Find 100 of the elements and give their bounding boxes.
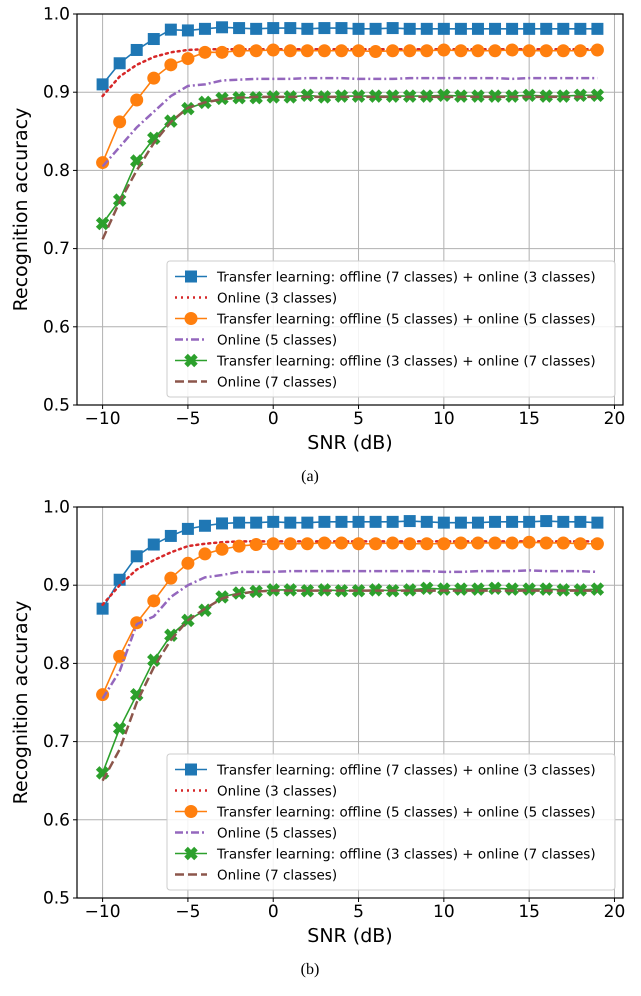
legend-label: Online (7 classes) <box>217 868 338 884</box>
y-tick-label: 0.8 <box>42 654 70 674</box>
x-tick-label: 10 <box>433 902 455 922</box>
point <box>420 44 434 58</box>
point <box>284 516 296 529</box>
point <box>318 90 332 104</box>
point <box>233 516 246 529</box>
point <box>130 94 144 107</box>
point <box>164 58 178 72</box>
point <box>164 572 178 585</box>
point <box>284 22 296 34</box>
legend-label: Online (5 classes) <box>217 826 338 842</box>
point <box>352 537 366 550</box>
point <box>181 556 194 570</box>
point <box>472 516 484 529</box>
legend-label: Transfer learning: offline (5 classes) + online (5 classes) <box>216 312 596 328</box>
y-axis-title: Recognition accuracy <box>10 108 32 312</box>
legend-label: Online (5 classes) <box>217 332 338 348</box>
point <box>590 88 604 102</box>
point <box>266 90 280 104</box>
point <box>437 537 450 550</box>
point <box>386 44 400 58</box>
point <box>96 602 109 615</box>
x-tick-label: 5 <box>353 902 364 922</box>
point <box>250 44 263 58</box>
point <box>352 44 366 58</box>
y-tick-label: 0.6 <box>42 810 70 830</box>
point <box>114 57 126 70</box>
x-tick-label: −5 <box>175 409 200 430</box>
point <box>523 22 536 35</box>
point <box>198 22 211 35</box>
point <box>164 530 177 542</box>
point <box>404 515 416 528</box>
point <box>267 22 280 34</box>
point <box>590 43 604 56</box>
point <box>540 22 552 35</box>
point <box>232 540 246 553</box>
point <box>454 22 467 35</box>
point <box>403 537 416 550</box>
point <box>334 536 348 550</box>
x-tick-label: 0 <box>268 409 279 430</box>
x-tick-label: 0 <box>268 902 279 922</box>
point <box>420 22 433 35</box>
x-tick-label: 20 <box>604 902 626 922</box>
point <box>403 44 416 58</box>
point <box>216 21 228 34</box>
y-tick-label: 0.5 <box>42 888 70 908</box>
point <box>318 516 330 528</box>
point <box>523 516 536 528</box>
point <box>590 582 604 596</box>
point <box>454 44 468 58</box>
point <box>386 536 400 550</box>
point <box>148 538 160 551</box>
point <box>489 22 502 35</box>
point <box>557 22 570 35</box>
point <box>370 516 382 528</box>
point <box>130 44 143 56</box>
point <box>216 46 229 59</box>
point <box>300 537 314 550</box>
point <box>420 537 434 550</box>
point <box>438 516 450 529</box>
point <box>164 24 177 36</box>
point <box>335 516 348 528</box>
point <box>250 22 262 35</box>
point <box>300 44 314 58</box>
point <box>318 44 331 58</box>
point <box>147 594 160 608</box>
point <box>301 516 314 529</box>
y-tick-label: 0.9 <box>42 576 70 596</box>
point <box>284 44 297 58</box>
legend-label: Online (3 classes) <box>217 290 338 306</box>
point <box>96 78 109 90</box>
point <box>112 722 126 736</box>
legend-label: Transfer learning: offline (7 classes) + online (3 classes) <box>216 270 596 286</box>
y-axis-title: Recognition accuracy <box>10 600 32 804</box>
point <box>591 22 604 35</box>
x-tick-label: 15 <box>518 902 540 922</box>
point <box>114 574 126 586</box>
x-tick-label: −5 <box>175 902 200 922</box>
point <box>369 537 382 550</box>
point <box>540 515 552 528</box>
point <box>404 22 416 35</box>
x-tick-label: −10 <box>84 902 121 922</box>
point <box>334 44 348 58</box>
legend-label: Online (7 classes) <box>217 374 338 390</box>
point <box>574 516 586 528</box>
point <box>181 52 194 66</box>
point <box>437 43 450 56</box>
point <box>130 550 143 562</box>
point <box>454 536 468 550</box>
point <box>386 22 399 34</box>
y-tick-label: 0.8 <box>42 160 70 181</box>
point <box>335 22 348 34</box>
point <box>540 536 553 550</box>
point <box>574 44 587 58</box>
legend-label: Transfer learning: offline (7 classes) + online (3 classes) <box>216 762 596 778</box>
x-tick-label: 15 <box>518 409 540 430</box>
point <box>506 516 518 528</box>
point <box>250 516 262 529</box>
point <box>506 536 519 550</box>
